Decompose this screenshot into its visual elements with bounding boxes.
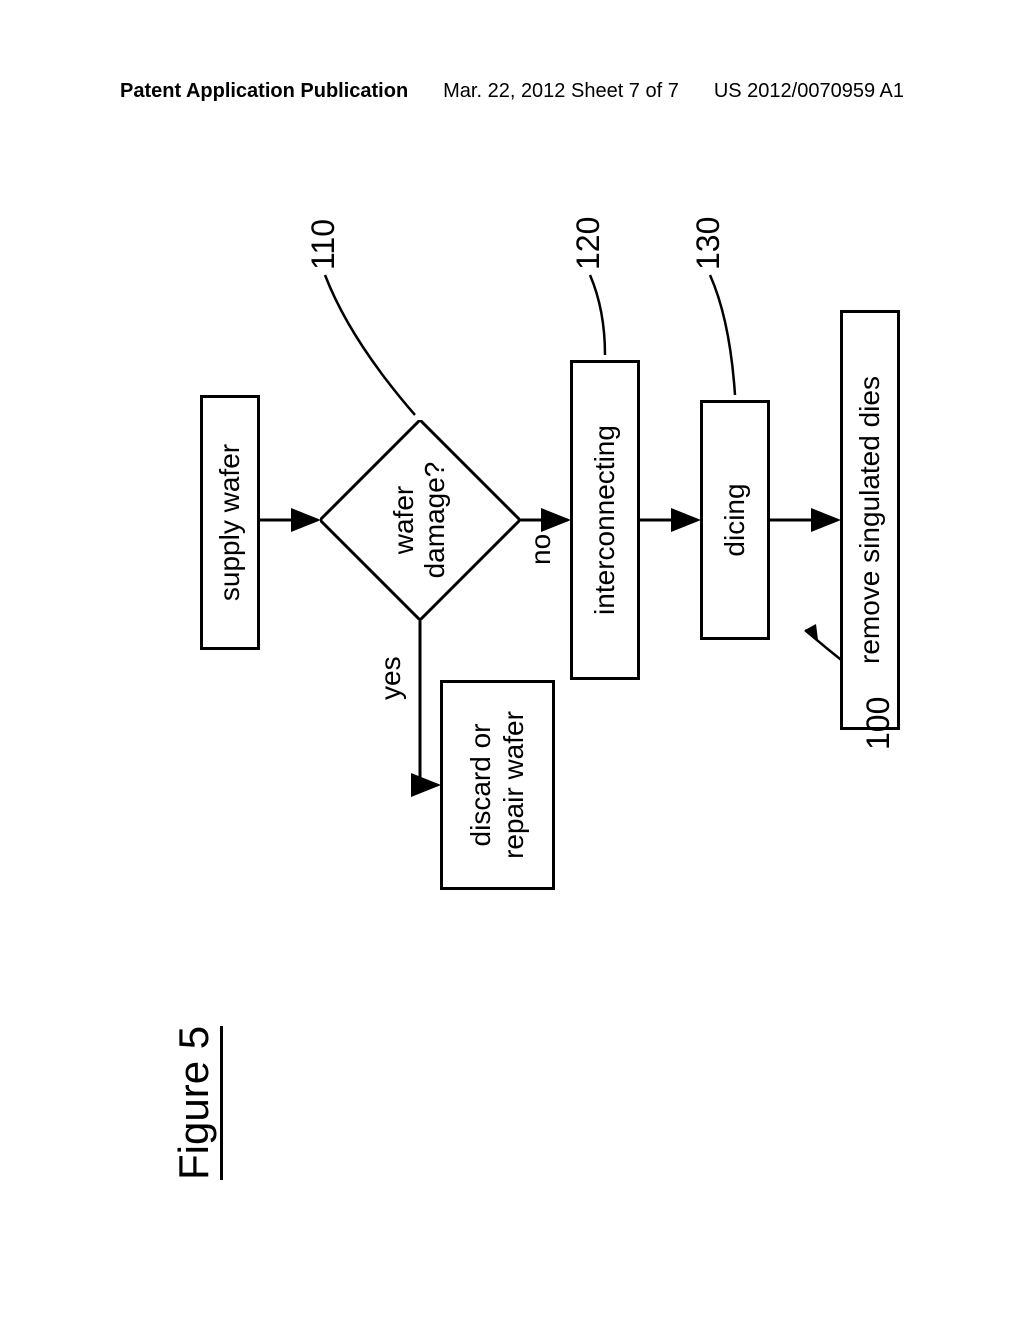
node-wafer-damage-decision: wafer damage?	[320, 420, 520, 620]
node-dicing: dicing	[700, 400, 770, 640]
callout-100: 100	[860, 697, 897, 750]
edge-label-yes: yes	[375, 656, 407, 700]
callout-120: 120	[570, 217, 607, 270]
figure-label: Figure 5	[170, 1026, 223, 1180]
callout-110: 110	[305, 219, 342, 270]
node-remove-dies: remove singulated dies	[840, 310, 900, 730]
node-discard-repair: discard or repair wafer	[440, 680, 555, 890]
callout-130: 130	[690, 217, 727, 270]
edge-label-no: no	[525, 534, 557, 565]
node-supply-wafer: supply wafer	[200, 395, 260, 650]
node-interconnecting: interconnecting	[570, 360, 640, 680]
rotated-figure-container: Figure 5	[0, 0, 1024, 1320]
node-wafer-damage-label: wafer damage?	[320, 420, 520, 620]
flowchart: supply wafer wafer damage? discard or re…	[200, 190, 940, 890]
